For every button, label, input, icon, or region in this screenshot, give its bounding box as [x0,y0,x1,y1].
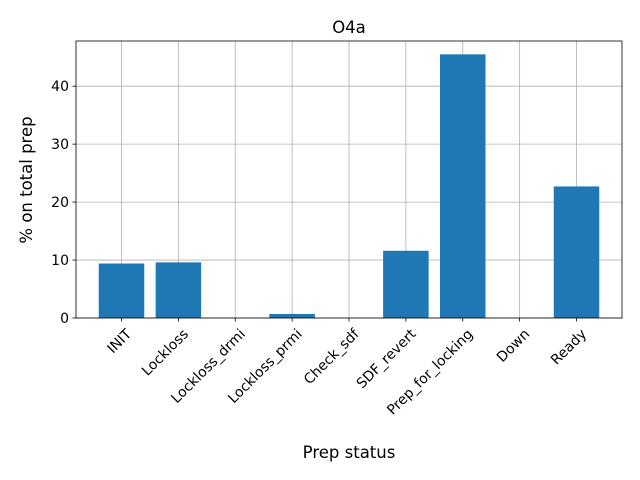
y-tick-label: 40 [51,79,69,95]
bars [98,54,600,318]
x-tick-label: INIT [104,326,135,357]
bar-prep-for-locking [440,54,486,318]
x-tick-label: Ready [548,326,590,368]
x-axis-label: Prep status [303,443,396,462]
x-tick-label: Lockloss [139,326,192,379]
x-tick-label: Down [494,326,533,365]
y-tick-label: 10 [51,253,69,269]
bar-init [98,263,145,318]
x-axis-ticks: INIT LocklossLockloss_drmiLockloss_prmiCh… [104,318,590,418]
y-axis-label: % on total prep [17,116,36,243]
bar-lockloss-prmi [269,313,315,318]
chart-title: O4a [332,18,366,37]
bar-ready [553,186,600,318]
bar-lockloss [155,262,202,318]
y-tick-label: 0 [60,311,69,327]
x-tick-label: Check_sdf [301,326,363,388]
y-tick-label: 20 [51,195,69,211]
y-axis-ticks: 0 10 20 30 40 [51,79,76,327]
y-tick-label: 30 [51,137,69,153]
bar-sdf-revert [383,250,429,318]
